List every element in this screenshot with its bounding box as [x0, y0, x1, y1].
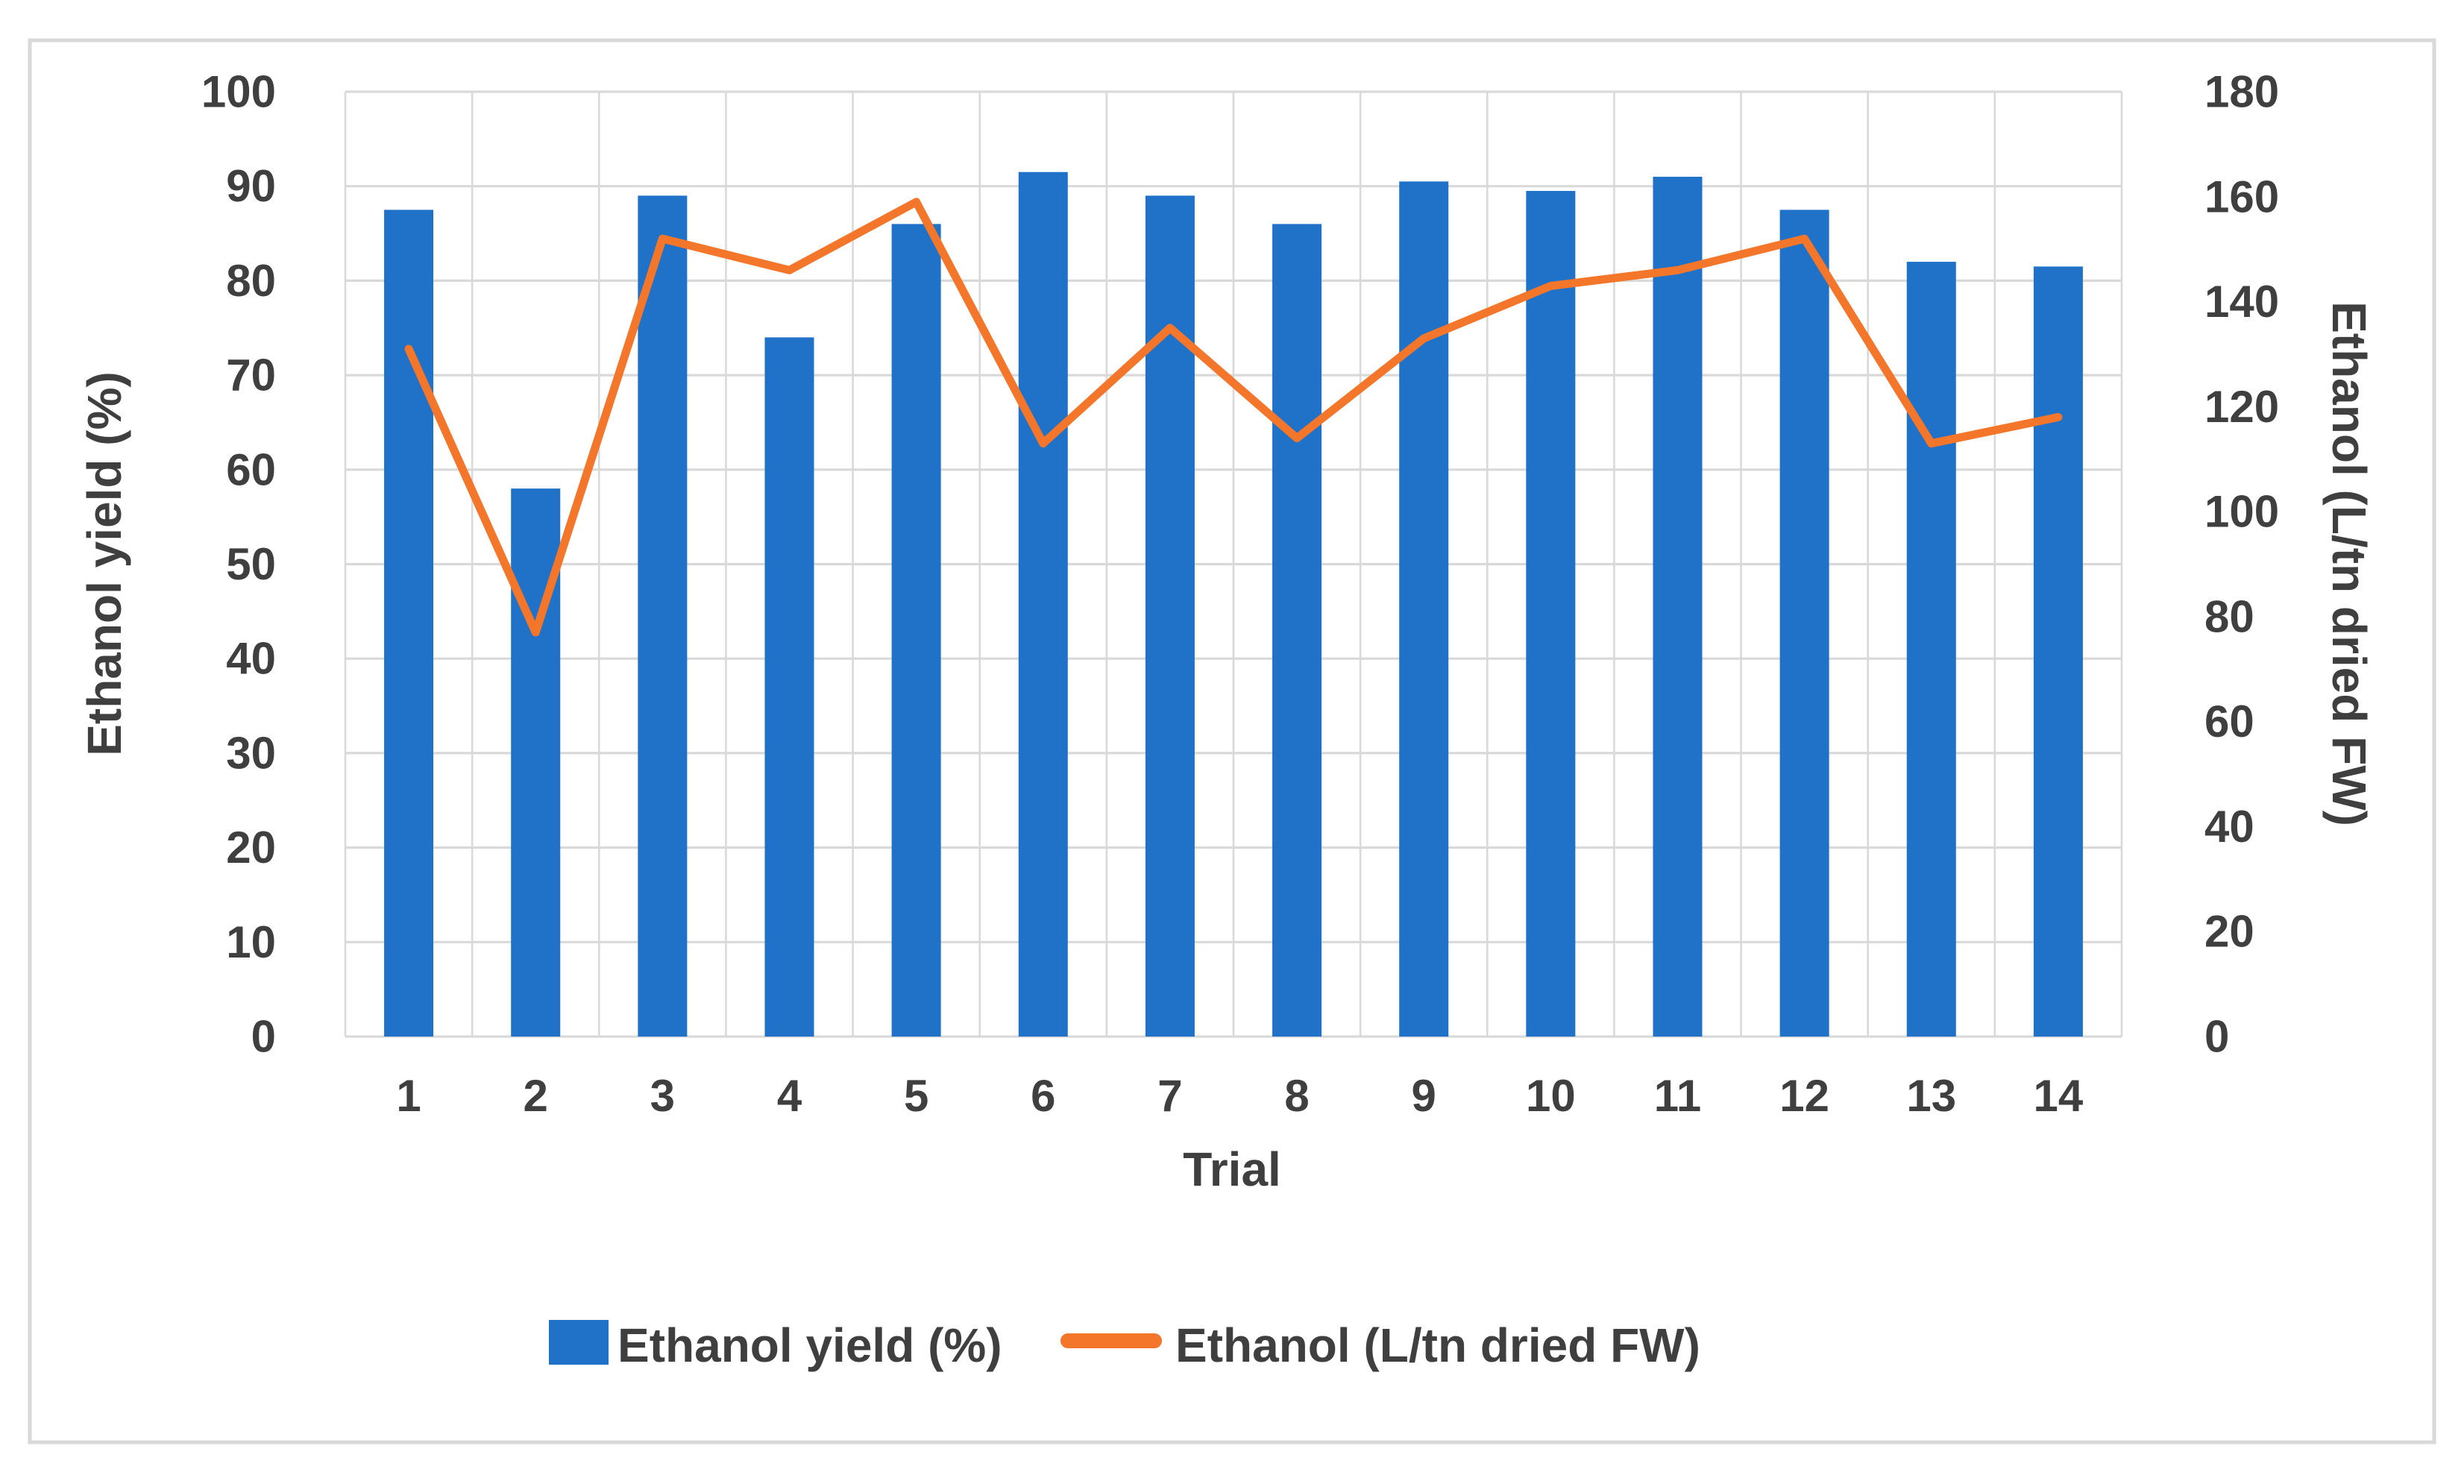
vertical-gridlines	[344, 92, 2123, 1037]
right-tick-120: 120	[2204, 382, 2279, 432]
bar-trial-7	[1145, 195, 1195, 1037]
x-tick-1: 1	[396, 1071, 421, 1121]
left-tick-40: 40	[226, 634, 276, 684]
bar-trial-11	[1653, 177, 1703, 1037]
right-axis-title: Ethanol (L/tn dried FW)	[2322, 301, 2376, 826]
right-tick-180: 180	[2204, 67, 2279, 117]
left-tick-30: 30	[226, 728, 276, 778]
left-axis-tick-labels: 0 10 20 30 40 50 60 70 80 90 100	[201, 67, 276, 1062]
left-tick-60: 60	[226, 444, 276, 494]
x-tick-12: 12	[1779, 1071, 1829, 1121]
bar-trial-8	[1272, 224, 1322, 1037]
right-tick-40: 40	[2204, 802, 2254, 852]
left-tick-10: 10	[226, 917, 276, 967]
right-axis-tick-labels: 0 20 40 60 80 100 120 140 160 180	[2204, 67, 2279, 1062]
x-axis-title: Trial	[1183, 1142, 1281, 1196]
right-tick-0: 0	[2204, 1012, 2229, 1062]
x-tick-11: 11	[1654, 1071, 1701, 1121]
bar-trial-13	[1906, 262, 1956, 1037]
left-tick-90: 90	[226, 161, 276, 211]
left-tick-0: 0	[251, 1012, 276, 1062]
legend: Ethanol yield (%) Ethanol (L/tn dried FW…	[549, 1318, 1700, 1372]
left-tick-20: 20	[226, 823, 276, 873]
left-tick-70: 70	[226, 350, 276, 400]
bar-trial-3	[638, 195, 688, 1037]
left-axis-title: Ethanol yield (%)	[78, 371, 131, 756]
x-tick-9: 9	[1412, 1071, 1436, 1121]
bar-trial-14	[2033, 266, 2083, 1037]
line-series-ethanol-volume	[404, 198, 2063, 637]
legend-label-line: Ethanol (L/tn dried FW)	[1175, 1318, 1700, 1372]
right-tick-160: 160	[2204, 172, 2279, 221]
x-tick-6: 6	[1031, 1071, 1055, 1121]
right-tick-80: 80	[2204, 591, 2254, 641]
bar-trial-12	[1779, 210, 1829, 1037]
legend-label-bar: Ethanol yield (%)	[617, 1318, 1002, 1372]
bar-trial-9	[1399, 181, 1449, 1037]
x-tick-3: 3	[650, 1071, 675, 1121]
left-tick-100: 100	[201, 67, 276, 117]
right-tick-100: 100	[2204, 487, 2279, 537]
bar-trial-6	[1018, 172, 1068, 1037]
legend-swatch-bar	[549, 1320, 609, 1365]
x-tick-7: 7	[1157, 1071, 1182, 1121]
right-tick-60: 60	[2204, 697, 2254, 746]
right-tick-140: 140	[2204, 277, 2279, 327]
left-tick-50: 50	[226, 539, 276, 589]
bar-series-ethanol-yield	[384, 172, 2083, 1037]
x-tick-4: 4	[777, 1071, 802, 1121]
x-tick-14: 14	[2034, 1071, 2084, 1121]
x-tick-10: 10	[1526, 1071, 1576, 1121]
x-tick-5: 5	[904, 1071, 928, 1121]
x-tick-8: 8	[1284, 1071, 1309, 1121]
bar-trial-10	[1526, 191, 1576, 1037]
right-tick-20: 20	[2204, 907, 2254, 957]
x-tick-13: 13	[1906, 1071, 1956, 1121]
bar-trial-1	[384, 210, 434, 1037]
left-tick-80: 80	[226, 256, 276, 306]
x-tick-2: 2	[524, 1071, 548, 1121]
x-axis-tick-labels: 1 2 3 4 5 6 7 8 9 10 11 12 13 14	[396, 1071, 2084, 1121]
bar-trial-4	[764, 337, 814, 1037]
bar-trial-5	[891, 224, 941, 1037]
